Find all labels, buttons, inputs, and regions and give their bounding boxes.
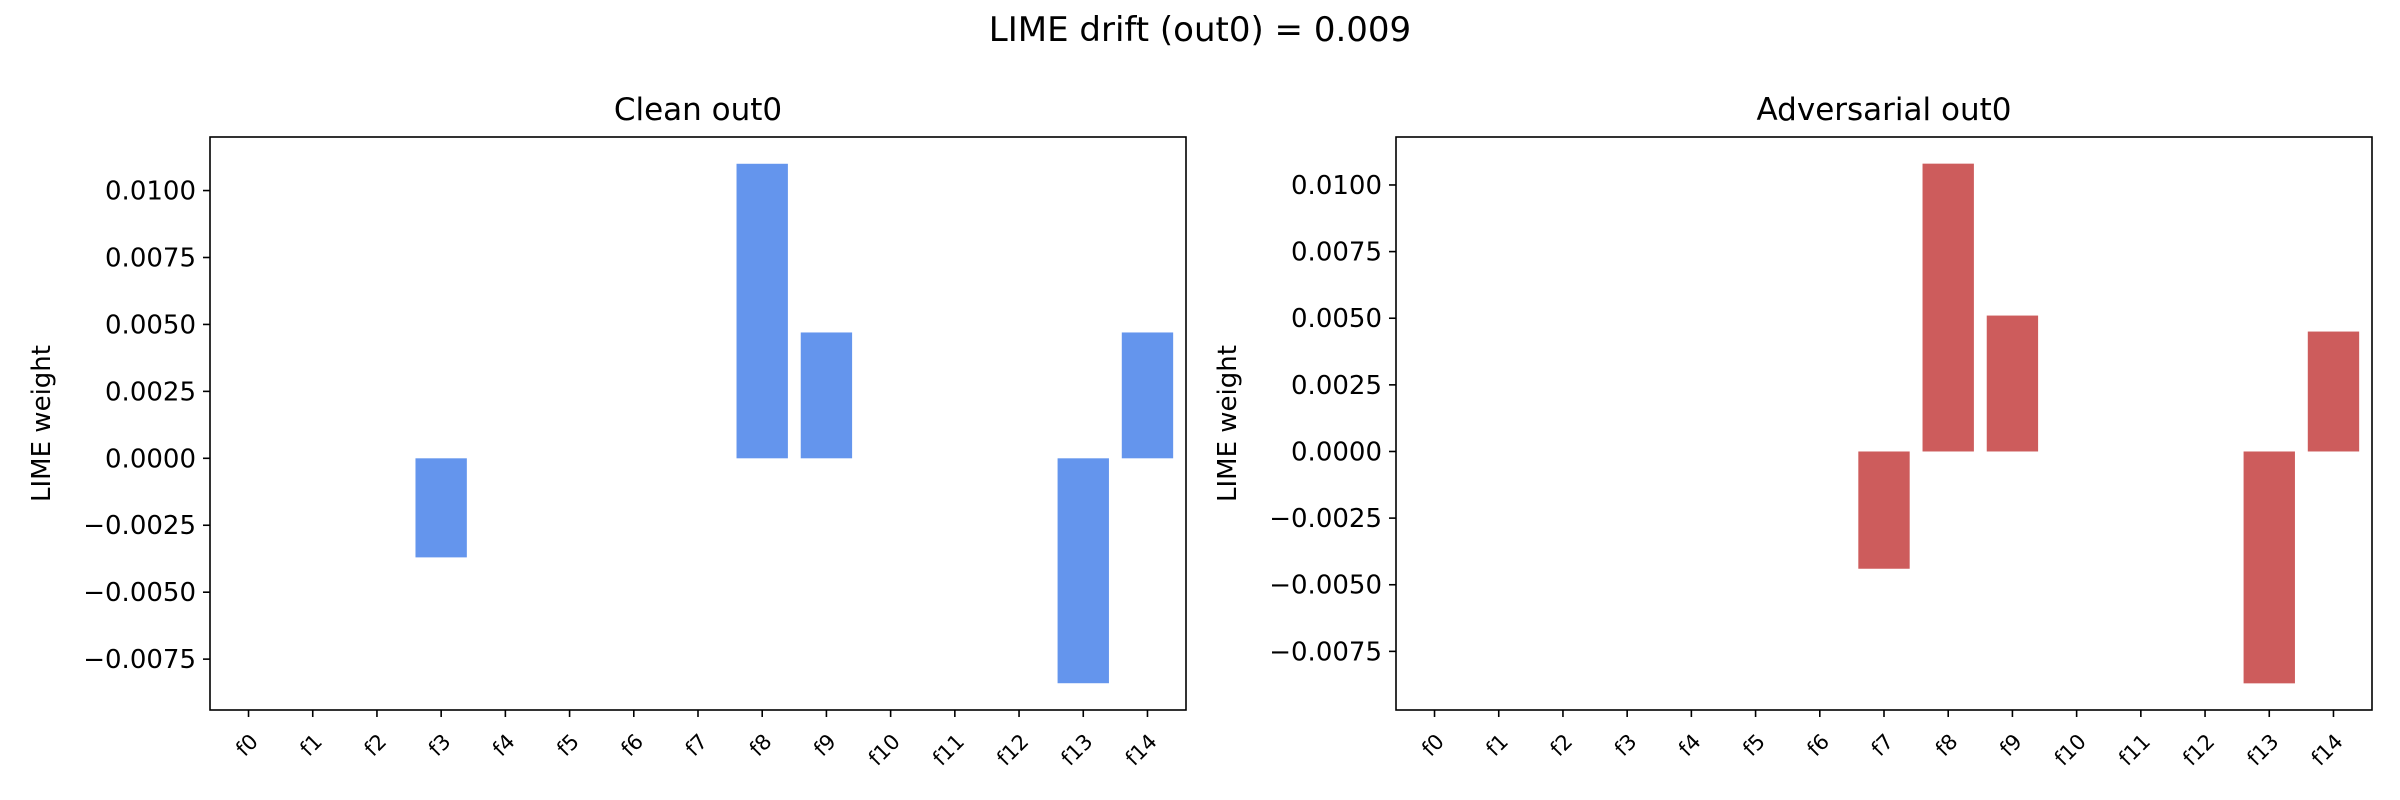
adversarial-ytick-label: −0.0025 (1269, 504, 1382, 534)
clean-ytick-label: 0.0100 (105, 177, 196, 207)
adversarial-ytick-label: −0.0075 (1269, 637, 1382, 667)
clean-ytick-label: 0.0000 (105, 444, 196, 474)
adversarial-xtick-label: f1 (1481, 729, 1513, 761)
adversarial-xtick-label: f11 (2114, 729, 2155, 770)
clean-panel: Clean out0 LIME weight 0.0100 0.0075 0.005… (27, 92, 1187, 770)
clean-bar-f8 (736, 163, 788, 459)
clean-xtick-label: f5 (552, 729, 584, 761)
adversarial-xtick-label: f14 (2307, 729, 2348, 770)
adversarial-xtick-label: f12 (2178, 729, 2219, 770)
adversarial-ytick-label: 0.0100 (1291, 171, 1382, 201)
adversarial-panel-ylabel: LIME weight (1213, 345, 1243, 502)
adversarial-xtick-label: f2 (1546, 729, 1578, 761)
clean-xtick-label: f8 (745, 729, 777, 761)
adversarial-xtick-label: f5 (1738, 729, 1770, 761)
adversarial-ytick-label: 0.0075 (1291, 238, 1382, 268)
clean-panel-ylabel: LIME weight (27, 345, 57, 502)
adversarial-ytick-label: 0.0000 (1291, 437, 1382, 467)
adversarial-xtick-label: f3 (1610, 729, 1642, 761)
clean-xtick-label: f7 (681, 729, 713, 761)
clean-xtick-label: f0 (231, 729, 263, 761)
adversarial-ytick-label: −0.0050 (1269, 571, 1382, 601)
adversarial-panel: Adversarial out0 LIME weight 0.0100 0.007… (1213, 92, 2373, 770)
adversarial-axes-frame (1395, 136, 2373, 711)
adversarial-xtick-label: f6 (1802, 729, 1834, 761)
adversarial-bar-f7 (1858, 451, 1910, 569)
clean-bar-f9 (800, 332, 853, 459)
figure-suptitle: LIME drift (out0) = 0.009 (988, 10, 1412, 50)
clean-ytick-label: −0.0075 (83, 645, 196, 675)
clean-bar-f13 (1057, 458, 1109, 684)
clean-xtick-label: f12 (992, 729, 1033, 770)
clean-ytick-label: 0.0025 (105, 377, 196, 407)
clean-ytick-label: 0.0050 (105, 310, 196, 340)
adversarial-xtick-label: f13 (2242, 729, 2283, 770)
clean-xtick-label: f1 (295, 729, 327, 761)
clean-ytick-label: −0.0050 (83, 578, 196, 608)
adversarial-xtick-label: f8 (1931, 729, 1963, 761)
clean-ytick-label: −0.0025 (83, 511, 196, 541)
adversarial-bar-f9 (1986, 315, 2039, 452)
adversarial-ytick-label: 0.0050 (1291, 304, 1382, 334)
clean-xtick-label: f9 (809, 729, 841, 761)
adversarial-xtick-label: f10 (2050, 729, 2091, 770)
clean-bar-f3 (415, 458, 467, 558)
adversarial-bar-f8 (1922, 163, 1974, 452)
clean-xtick-label: f3 (424, 729, 456, 761)
clean-ytick-label: 0.0075 (105, 243, 196, 273)
clean-xtick-label: f11 (928, 729, 969, 770)
clean-xtick-label: f4 (488, 729, 520, 761)
adversarial-xtick-label: f7 (1867, 729, 1899, 761)
clean-axes-frame (209, 136, 1187, 711)
adversarial-panel-title: Adversarial out0 (1757, 92, 2012, 128)
adversarial-bar-f14 (2307, 331, 2360, 452)
clean-xtick-label: f10 (864, 729, 905, 770)
adversarial-xtick-label: f0 (1417, 729, 1449, 761)
clean-panel-title: Clean out0 (614, 92, 782, 128)
clean-xtick-label: f6 (616, 729, 648, 761)
clean-xtick-label: f13 (1056, 729, 1097, 770)
adversarial-ytick-label: 0.0025 (1291, 371, 1382, 401)
clean-xtick-label: f14 (1121, 729, 1162, 770)
adversarial-xtick-label: f9 (1995, 729, 2027, 761)
clean-bar-f14 (1121, 332, 1174, 459)
adversarial-xtick-label: f4 (1674, 729, 1706, 761)
adversarial-bar-f13 (2243, 451, 2295, 684)
clean-xtick-label: f2 (360, 729, 392, 761)
